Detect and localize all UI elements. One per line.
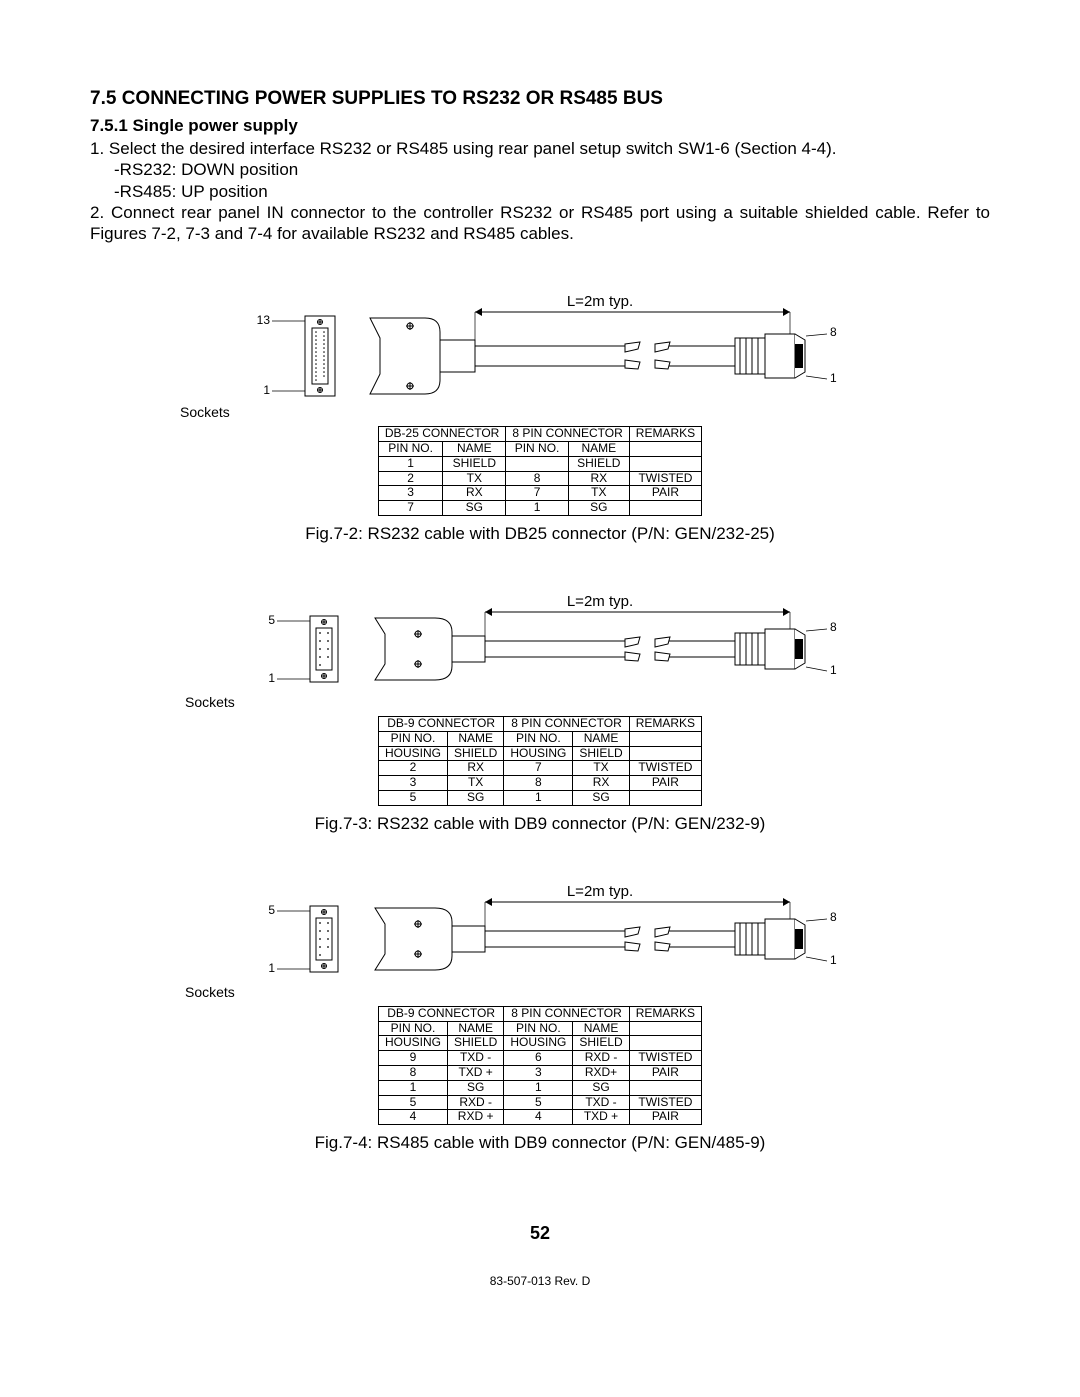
instruction-1b: -RS485: UP position [90,181,990,202]
sockets-label-2: Sockets [185,694,990,710]
svg-text:1: 1 [830,371,837,385]
pin-table-3: DB-9 CONNECTOR 8 PIN CONNECTOR REMARKS P… [378,1006,702,1125]
svg-text:L=2m typ.: L=2m typ. [567,884,633,900]
svg-text:8: 8 [830,910,837,924]
cable-diagram-2: L=2m typ. 5 1 [230,594,850,694]
svg-text:1: 1 [830,663,837,677]
cable-diagram-3: L=2m typ. 5 1 [230,884,850,984]
document-revision: 83-507-013 Rev. D [90,1274,990,1288]
figure-7-3: L=2m typ. 5 1 [90,594,990,834]
svg-text:L=2m typ.: L=2m typ. [567,294,633,310]
svg-text:5: 5 [268,613,275,627]
svg-text:1: 1 [268,671,275,685]
svg-text:8: 8 [830,325,837,339]
instruction-1a: -RS232: DOWN position [90,159,990,180]
figure-caption-2: Fig.7-3: RS232 cable with DB9 connector … [90,814,990,834]
svg-text:13: 13 [257,313,271,327]
cable-diagram-1: L=2m typ. 13 1 [230,294,850,404]
sockets-label-1: Sockets [180,404,990,420]
figure-caption-3: Fig.7-4: RS485 cable with DB9 connector … [90,1133,990,1153]
sockets-label-3: Sockets [185,984,990,1000]
figure-7-4: L=2m typ. 5 1 [90,884,990,1153]
svg-text:1: 1 [263,383,270,397]
page-number: 52 [90,1223,990,1244]
svg-text:1: 1 [268,961,275,975]
pin-table-2: DB-9 CONNECTOR 8 PIN CONNECTOR REMARKS P… [378,716,702,806]
svg-text:8: 8 [830,620,837,634]
svg-text:L=2m typ.: L=2m typ. [567,594,633,610]
pin-table-1: DB-25 CONNECTOR 8 PIN CONNECTOR REMARKS … [378,426,702,516]
svg-text:5: 5 [268,903,275,917]
svg-text:1: 1 [830,953,837,967]
figure-7-2: L=2m typ. 13 1 [90,294,990,544]
instruction-2: 2. Connect rear panel IN connector to th… [90,202,990,245]
subsection-heading: 7.5.1 Single power supply [90,116,990,136]
instruction-1: 1. Select the desired interface RS232 or… [90,138,990,159]
figure-caption-1: Fig.7-2: RS232 cable with DB25 connector… [90,524,990,544]
section-heading: 7.5 CONNECTING POWER SUPPLIES TO RS232 O… [90,88,990,110]
